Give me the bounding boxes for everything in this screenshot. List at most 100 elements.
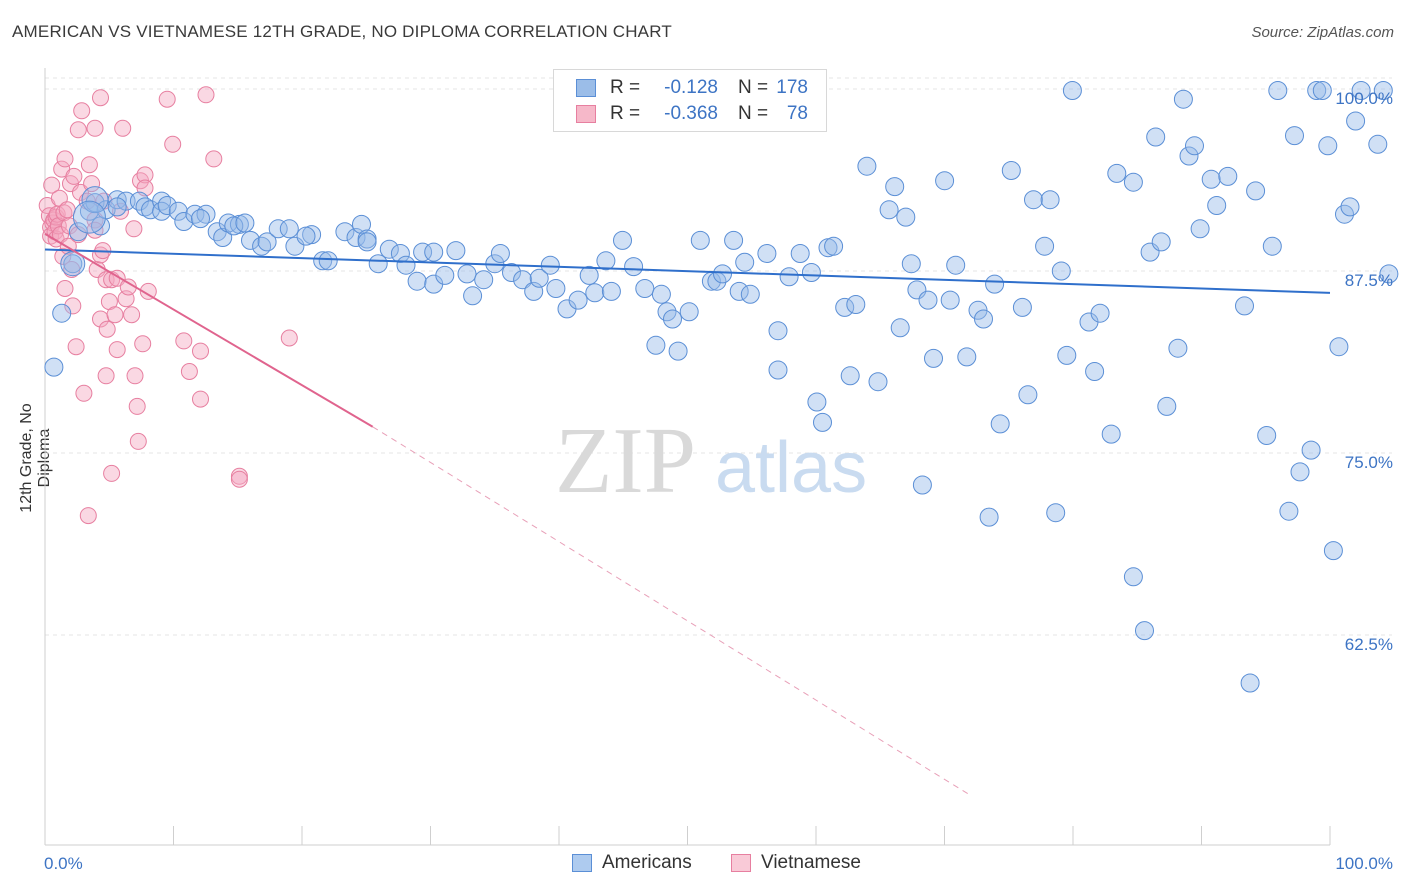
tick-labels: 100.0% 87.5% 75.0% 62.5% 0.0% 100.0% <box>44 89 1393 873</box>
american-point <box>44 357 64 377</box>
american-point <box>1346 111 1366 131</box>
american-point <box>1123 567 1143 587</box>
legend-row-vietnamese: R = -0.368 N = 78 <box>576 102 808 126</box>
american-point <box>63 254 83 274</box>
american-point <box>651 284 671 304</box>
series-swatch-vietnamese <box>731 854 751 872</box>
vietnamese-point <box>126 367 144 385</box>
american-point <box>1040 190 1060 210</box>
american-point <box>846 295 866 314</box>
y-tick-label: 75.0% <box>1345 453 1393 472</box>
american-point <box>546 279 566 298</box>
vietnamese-point <box>103 464 121 482</box>
n-label: N = <box>738 77 769 98</box>
vietnamese-point <box>164 135 182 153</box>
american-point <box>663 309 682 329</box>
vietnamese-point <box>79 507 97 525</box>
american-point <box>868 372 888 392</box>
american-point <box>768 360 788 380</box>
american-point <box>835 297 855 317</box>
american-point <box>824 236 844 256</box>
american-point <box>768 321 788 341</box>
american-point <box>974 309 993 329</box>
american-point <box>1279 501 1299 521</box>
american-point <box>313 251 333 271</box>
american-point <box>713 264 732 284</box>
series-legend-americans[interactable]: Americans <box>572 852 692 874</box>
american-point <box>1185 136 1204 156</box>
american-point <box>152 201 172 221</box>
american-point <box>801 263 821 282</box>
american-point <box>1329 337 1349 357</box>
series-legend: Americans Vietnamese <box>0 852 1406 876</box>
american-point <box>990 414 1010 434</box>
american-point <box>857 156 877 176</box>
american-point <box>168 201 188 221</box>
vietnamese-point <box>69 226 87 244</box>
vietnamese-point <box>73 102 91 120</box>
american-point <box>568 290 588 310</box>
vietnamese-point <box>123 306 141 324</box>
vietnamese-point <box>83 175 101 193</box>
vietnamese-point <box>197 86 215 104</box>
american-point <box>379 239 399 259</box>
american-point <box>624 257 644 277</box>
american-point <box>896 207 916 227</box>
american-point <box>224 216 244 236</box>
series-legend-vietnamese[interactable]: Vietnamese <box>731 852 861 874</box>
vietnamese-point <box>64 297 82 315</box>
vietnamese-point <box>158 90 176 108</box>
vietnamese-point <box>69 121 87 139</box>
n-value: 178 <box>776 77 808 98</box>
y-tick-label: 87.5% <box>1345 271 1393 290</box>
vietnamese-point <box>230 470 248 488</box>
american-point <box>646 335 666 355</box>
american-point <box>596 251 616 271</box>
american-point <box>879 200 899 220</box>
american-point <box>1290 462 1310 482</box>
american-point <box>885 177 905 197</box>
american-point <box>68 222 88 242</box>
x-tick-label-right: 100.0% <box>1335 854 1393 873</box>
american-point <box>529 268 549 288</box>
american-point <box>241 230 260 250</box>
american-point <box>60 251 86 277</box>
vietnamese-point <box>280 329 298 347</box>
legend-swatch-americans <box>576 79 596 97</box>
vietnamese-point <box>56 150 74 168</box>
american-point <box>1285 126 1304 146</box>
vietnamese-point <box>192 390 209 408</box>
source-credit: Source: ZipAtlas.com <box>1251 24 1394 41</box>
american-point <box>779 267 799 287</box>
vietnamese-point <box>98 320 116 338</box>
american-point <box>1151 232 1171 252</box>
american-point <box>1312 81 1332 100</box>
legend-row-americans: R = -0.128 N = 178 <box>576 76 808 100</box>
american-point <box>279 219 299 239</box>
american-point <box>1051 261 1071 281</box>
american-point <box>729 281 749 301</box>
american-point <box>1090 303 1110 323</box>
vietnamese-trend-extension <box>372 426 971 796</box>
watermark-atlas: atlas <box>715 428 867 508</box>
american-point <box>1240 673 1260 693</box>
y-tick-label: 62.5% <box>1345 635 1393 654</box>
american-point <box>1173 89 1193 109</box>
american-point <box>1018 385 1038 405</box>
american-point <box>1157 396 1177 416</box>
vietnamese-point <box>114 119 132 137</box>
vietnamese-point <box>129 432 147 450</box>
american-point <box>390 244 410 263</box>
american-point <box>1168 338 1188 358</box>
vietnamese-point <box>86 119 104 137</box>
american-point <box>257 232 277 252</box>
american-point <box>935 171 955 191</box>
american-point <box>474 270 494 290</box>
vietnamese-point <box>97 367 115 385</box>
vietnamese-point <box>136 166 154 184</box>
american-point <box>912 475 932 495</box>
vietnamese-point <box>112 202 129 220</box>
american-point <box>1057 345 1077 365</box>
american-point <box>579 265 599 285</box>
american-point <box>318 251 338 271</box>
